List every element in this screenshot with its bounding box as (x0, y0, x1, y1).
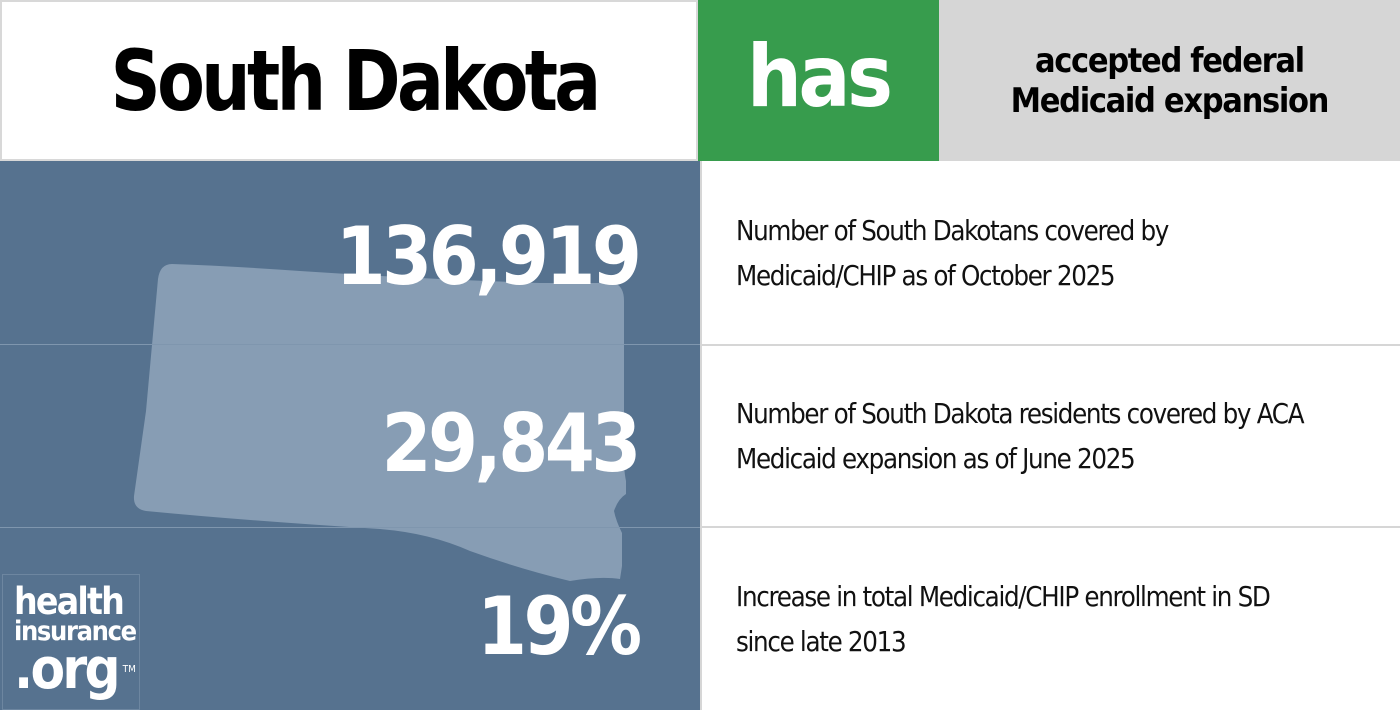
expansion-status-word: has (747, 26, 893, 127)
logo-text-org: .org TM (14, 642, 136, 698)
south-dakota-map-icon (133, 264, 626, 581)
row-divider (0, 527, 700, 528)
state-title-cell: South Dakota (0, 0, 698, 161)
stat-value-enrollment-increase: 19% (476, 580, 641, 673)
status-description-line-1: accepted federal (1035, 40, 1305, 81)
logo-text-org-label: .org (14, 637, 121, 702)
stat-description: Number of South Dakotans covered by Medi… (736, 213, 1169, 292)
stat-value-total-enrollment: 136,919 (335, 210, 641, 303)
stats-number-panel: 136,919 29,843 19% health insurance .org… (0, 161, 700, 710)
healthinsurance-org-logo: health insurance .org TM (2, 574, 140, 710)
expansion-status-badge: has (698, 0, 939, 161)
logo-text-insurance: insurance (14, 616, 137, 647)
stat-value-expansion-enrollment: 29,843 (381, 397, 642, 490)
logo-text-health: health (14, 580, 125, 623)
stats-description-panel: Number of South Dakotans covered by Medi… (700, 161, 1400, 710)
state-title: South Dakota (111, 31, 602, 130)
stat-row-enrollment-increase: Increase in total Medicaid/CHIP enrollme… (702, 528, 1400, 710)
status-description-line-2: Medicaid expansion (1010, 80, 1330, 121)
row-divider (0, 344, 700, 345)
expansion-status-description: accepted federal Medicaid expansion (939, 0, 1400, 161)
trademark-symbol: TM (122, 664, 136, 675)
stat-description: Increase in total Medicaid/CHIP enrollme… (736, 580, 1271, 658)
stat-row-total-enrollment: Number of South Dakotans covered by Medi… (702, 161, 1400, 346)
stat-description: Number of South Dakota residents covered… (736, 397, 1305, 475)
stat-row-expansion-enrollment: Number of South Dakota residents covered… (702, 346, 1400, 528)
